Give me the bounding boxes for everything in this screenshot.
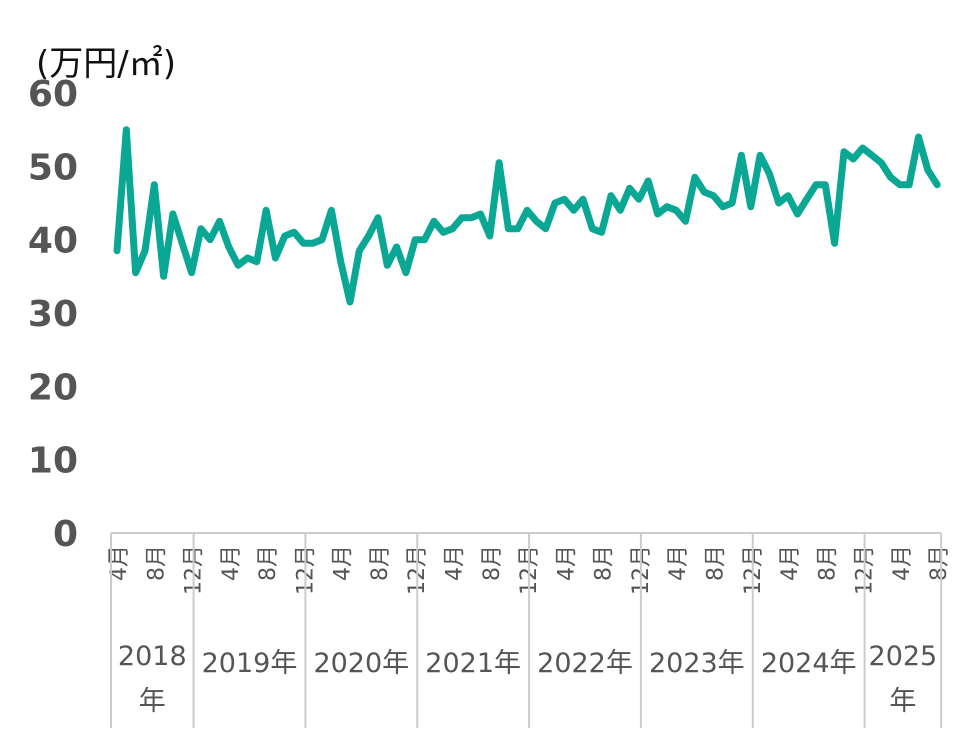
y-axis-unit-label: (万円/㎡)	[36, 44, 176, 84]
svg-text:2019年: 2019年	[202, 648, 298, 679]
x-month-tick-label: 4月	[890, 545, 915, 581]
x-year-label: 2018 年	[118, 641, 187, 717]
svg-text:2021年: 2021年	[425, 648, 521, 679]
y-tick-label: 50	[28, 147, 78, 188]
svg-text:2022年: 2022年	[537, 648, 633, 679]
x-month-tick-label: 4月	[443, 545, 468, 581]
series-layer	[113, 126, 941, 306]
x-month-tick-label: 4月	[778, 545, 803, 581]
y-tick-label: 10	[28, 441, 78, 482]
svg-text:2024年: 2024年	[761, 648, 857, 679]
y-tick-label: 40	[28, 221, 78, 262]
x-month-tick-label: 8月	[368, 545, 393, 581]
x-month-tick-label: 4月	[666, 545, 691, 581]
y-axis-ticks: 0 10 20 30 40 50 60	[28, 74, 78, 555]
x-year-label: 2019年	[202, 648, 298, 679]
x-month-tick-label: 4月	[331, 545, 356, 581]
x-month-tick-label: 8月	[256, 545, 281, 581]
x-month-tick-label: 8月	[703, 545, 728, 581]
x-year-label: 2025 年	[869, 641, 938, 717]
x-month-tick-label: 4月	[219, 545, 244, 581]
x-year-label: 2022年	[537, 648, 633, 679]
x-month-tick-label: 8月	[927, 545, 952, 581]
y-tick-label: 20	[28, 367, 78, 408]
svg-text:2018: 2018	[118, 641, 187, 672]
x-month-tick-label: 8月	[592, 545, 617, 581]
x-year-label: 2021年	[425, 648, 521, 679]
x-year-label: 2024年	[761, 648, 857, 679]
svg-text:2025: 2025	[869, 641, 938, 672]
x-month-tick-label: 4月	[554, 545, 579, 581]
y-tick-label: 60	[28, 74, 78, 115]
x-month-tick-label: 8月	[815, 545, 840, 581]
series-line	[113, 126, 941, 306]
svg-text:2020年: 2020年	[313, 648, 409, 679]
svg-text:2023年: 2023年	[649, 648, 745, 679]
x-month-tick-label: 8月	[144, 545, 169, 581]
x-axis: 4月 8月 12月 4月 8月 12月 4月 8月 12月 4月 8月 12月 4月 8月 12月 4月 8月 1…	[107, 532, 952, 728]
x-year-label: 2023年	[649, 648, 745, 679]
y-tick-label: 30	[28, 294, 78, 335]
x-month-tick-label: 8月	[480, 545, 505, 581]
svg-text:年: 年	[889, 686, 916, 717]
svg-text:年: 年	[139, 686, 166, 717]
y-tick-label: 0	[53, 514, 78, 555]
x-year-label: 2020年	[313, 648, 409, 679]
